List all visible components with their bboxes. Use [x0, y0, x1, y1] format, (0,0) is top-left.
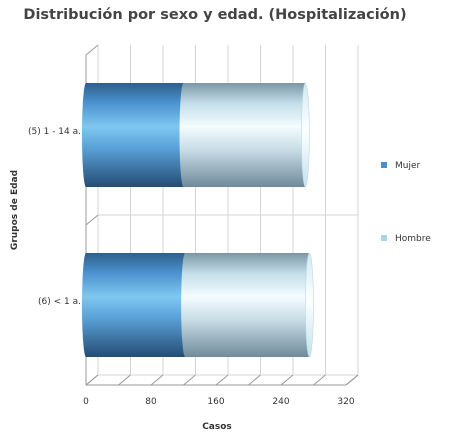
floor-grid-line: [215, 374, 229, 386]
left-wall-line: [85, 214, 99, 226]
legend-swatch: [381, 162, 387, 168]
x-tick-label: 240: [272, 397, 289, 407]
legend-label: Mujer: [395, 161, 421, 171]
bar-cap-start: [82, 253, 90, 357]
bar-body: [86, 83, 184, 187]
floor-grid-line: [313, 374, 326, 386]
floor-grid-line: [183, 374, 196, 386]
y-axis-title: Grupos de Edad: [10, 170, 20, 250]
bar-body: [185, 253, 310, 357]
x-tick-label: 160: [207, 397, 224, 407]
floor-grid-line: [150, 374, 164, 386]
legend-label: Hombre: [395, 234, 431, 244]
bar-hombre[interactable]: [185, 252, 314, 358]
x-axis-title: Casos: [202, 422, 232, 432]
bar-hombre[interactable]: [183, 82, 310, 188]
left-wall-top: [85, 44, 99, 56]
legend-item-hombre[interactable]: Hombre: [381, 234, 431, 244]
legend: Mujer Hombre: [381, 161, 431, 244]
bar-cap-start: [82, 83, 90, 187]
bar-cap-end: [305, 252, 314, 358]
floor-grid-line: [345, 374, 359, 386]
bar-cap-end: [301, 82, 310, 188]
bar-layer: [82, 82, 314, 358]
bar-mujer[interactable]: [82, 83, 188, 187]
bar-body: [86, 253, 186, 357]
floor-grid-line: [280, 374, 294, 386]
floor-grid-line: [85, 374, 99, 386]
legend-swatch: [381, 235, 387, 241]
y-tick-label: (6) < 1 a.: [38, 297, 81, 307]
x-tick-label: 320: [337, 397, 354, 407]
bar-body: [183, 83, 306, 187]
floor-grid-line: [118, 374, 131, 386]
legend-item-mujer[interactable]: Mujer: [381, 161, 421, 171]
x-tick-label: 0: [83, 397, 89, 407]
chart-title: Distribución por sexo y edad. (Hospitali…: [23, 7, 406, 23]
floor-grid-line: [248, 374, 261, 386]
bar-mujer[interactable]: [82, 253, 190, 357]
tick-layer: (5) 1 - 14 a. (6) < 1 a. 0 80 160 240 320: [28, 127, 355, 407]
y-tick-label: (5) 1 - 14 a.: [28, 127, 81, 137]
x-tick-label: 80: [145, 397, 157, 407]
